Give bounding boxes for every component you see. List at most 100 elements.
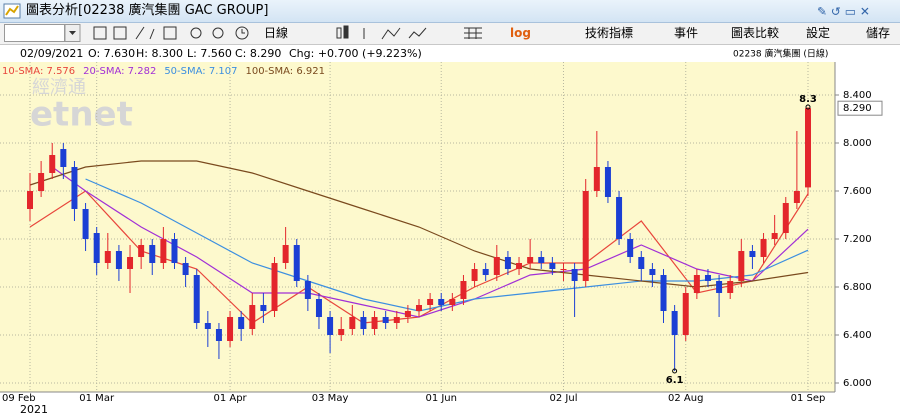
watermark: 經濟通: [32, 77, 86, 98]
candle-body: [93, 233, 100, 263]
y-tick-label: 7.200: [843, 234, 872, 245]
extreme-marker: [805, 104, 811, 110]
watermark: etnet: [30, 95, 133, 135]
title-bar: 圖表分析[02238 廣汽集團 GAC GROUP] ✎ ↺ ▭ ✕: [0, 0, 900, 23]
candle-body: [771, 233, 778, 239]
toolbar: 日線 log 技術指標 事件 圖表比較 設定 儲存: [0, 23, 900, 45]
indicators-button[interactable]: 技術指標: [585, 26, 634, 40]
info-low: L: 7.560: [187, 47, 232, 60]
save-button[interactable]: 儲存: [866, 26, 891, 40]
window-controls[interactable]: ✎ ↺ ▭ ✕: [815, 1, 895, 21]
candle-body: [682, 293, 689, 335]
candle-body: [171, 239, 178, 263]
candle-body: [471, 269, 478, 281]
symbol-input[interactable]: [4, 24, 82, 43]
y-tick-label: 6.800: [843, 282, 872, 293]
y-tick-label: 7.600: [843, 186, 872, 197]
candle-body: [193, 275, 200, 323]
candle-body: [793, 191, 800, 203]
last-price-box: [837, 100, 883, 116]
x-tick-label: 02 Jul: [550, 393, 578, 404]
info-open: O: 7.630: [88, 47, 135, 60]
candle-body: [160, 239, 167, 263]
candle-body: [727, 281, 734, 293]
candle-body: [560, 269, 567, 270]
candle-body: [760, 239, 767, 257]
candle-body: [282, 245, 289, 263]
y-tick-label: 8.400: [843, 90, 872, 101]
candle-body: [782, 203, 789, 233]
chart: 經濟通 etnet 02/09/2021 O: 7.630 H: 8.300 L…: [0, 47, 883, 416]
moving-average-line: [29, 160, 809, 288]
legend-entry: 20-SMA: 7.282: [83, 66, 156, 77]
candle-body: [327, 317, 334, 335]
legend-entry: 10-SMA: 7.576: [2, 66, 75, 77]
candle-body: [693, 275, 700, 293]
interval-button[interactable]: 日線: [264, 26, 289, 40]
candle-body: [382, 317, 389, 323]
candle-body: [638, 257, 645, 269]
candle-body: [393, 317, 400, 323]
candle-body: [360, 317, 367, 329]
candle-body: [38, 173, 45, 191]
candle-body: [227, 317, 234, 341]
candle-body: [338, 329, 345, 335]
candle-body: [516, 263, 523, 269]
last-price-label: 8.290: [843, 103, 872, 114]
candle-body: [49, 155, 56, 173]
tool-icons[interactable]: [92, 24, 342, 43]
candle-body: [416, 305, 422, 311]
candle-body: [538, 257, 545, 263]
candle-body: [149, 245, 156, 263]
info-close: C: 8.290: [235, 47, 281, 60]
y-tick-label: 6.400: [843, 330, 872, 341]
candle-body: [404, 311, 411, 317]
x-tick-label: 01 Mar: [79, 393, 115, 404]
year-label: 2021: [20, 403, 48, 416]
candle-body: [738, 251, 745, 281]
candle-body: [204, 323, 211, 329]
candle-body: [138, 245, 145, 257]
candle-body: [805, 108, 811, 188]
info-change: Chg: +0.700 (+9.223%): [289, 47, 422, 60]
settings-button[interactable]: 設定: [806, 26, 831, 40]
candle-body: [271, 263, 278, 311]
x-tick-label: 09 Feb: [2, 393, 36, 404]
events-button[interactable]: 事件: [674, 26, 699, 40]
candle-body: [71, 167, 78, 209]
candle-body: [215, 329, 222, 341]
candle-body: [127, 257, 134, 269]
x-tick-label: 01 Apr: [213, 393, 247, 404]
candle-body: [293, 245, 300, 281]
candle-body: [60, 149, 67, 167]
candle-body: [438, 299, 445, 305]
x-tick-label: 03 May: [312, 393, 349, 404]
candle-body: [482, 269, 489, 275]
candle-body: [371, 317, 378, 329]
extreme-label: 6.1: [666, 375, 684, 386]
log-button[interactable]: log: [510, 26, 531, 40]
candle-body: [104, 251, 111, 263]
info-date: 02/09/2021: [20, 47, 83, 60]
x-tick-label: 01 Sep: [791, 393, 826, 404]
candle-body: [616, 197, 623, 239]
candle-body: [716, 281, 723, 293]
chart-type-icons[interactable]: [334, 24, 504, 43]
candle-body: [182, 263, 189, 275]
x-tick-label: 02 Aug: [668, 393, 703, 404]
legend-entry: 100-SMA: 6.921: [245, 66, 325, 77]
y-tick-label: 8.000: [843, 138, 872, 149]
candle-body: [527, 257, 534, 263]
candle-body: [582, 191, 589, 281]
candle-body: [749, 251, 756, 257]
candle-body: [427, 299, 434, 305]
y-tick-label: 6.000: [843, 378, 872, 389]
candle-body: [27, 191, 33, 209]
candle-body: [627, 239, 634, 257]
candle-body: [571, 269, 578, 281]
compare-button[interactable]: 圖表比較: [731, 26, 780, 40]
candle-body: [671, 311, 678, 335]
candle-body: [704, 275, 711, 281]
candle-body: [449, 299, 456, 305]
